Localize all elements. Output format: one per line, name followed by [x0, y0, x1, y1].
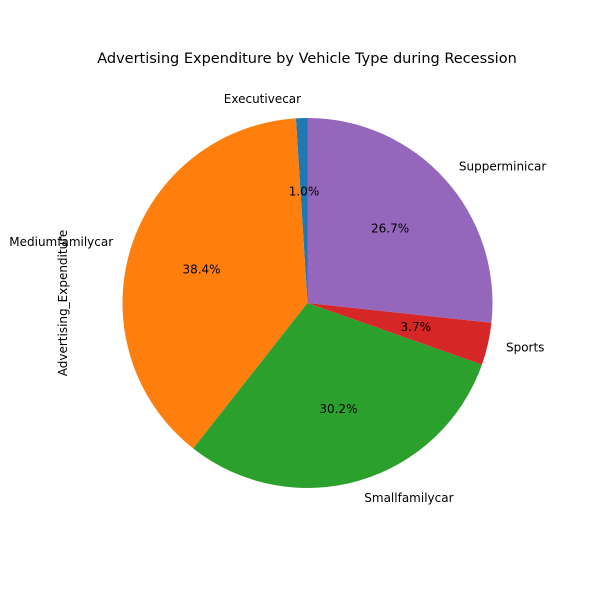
- slice-label-mediumfamilycar: Mediumfamilycar: [9, 235, 113, 249]
- slice-label-supperminicar: Supperminicar: [459, 159, 546, 173]
- pie-slice-supperminicar: [307, 118, 493, 323]
- y-axis-label: Advertising_Expenditure: [56, 230, 70, 376]
- percent-label-executivecar: 1.0%: [289, 185, 320, 199]
- slice-label-sports: Sports: [506, 341, 544, 355]
- pie-slice-executivecar: [295, 118, 308, 303]
- chart-title: Advertising Expenditure by Vehicle Type …: [97, 51, 517, 67]
- percent-label-smallfamilycar: 30.2%: [319, 402, 357, 416]
- pie-slice-mediumfamilycar: [122, 118, 308, 449]
- pie-slices: [122, 118, 493, 488]
- percent-label-supperminicar: 26.7%: [371, 221, 409, 235]
- pie-slice-smallfamilycar: [193, 303, 482, 488]
- percent-label-sports: 3.7%: [401, 320, 432, 334]
- percent-label-mediumfamilycar: 38.4%: [182, 263, 220, 277]
- pie-slice-sports: [307, 303, 492, 365]
- pie-labels: Executivecar 1.0% Mediumfamilycar 38.4% Smal…: [9, 92, 546, 505]
- slice-label-executivecar: Executivecar: [224, 92, 301, 106]
- slice-label-smallfamilycar: Smallfamilycar: [364, 491, 453, 505]
